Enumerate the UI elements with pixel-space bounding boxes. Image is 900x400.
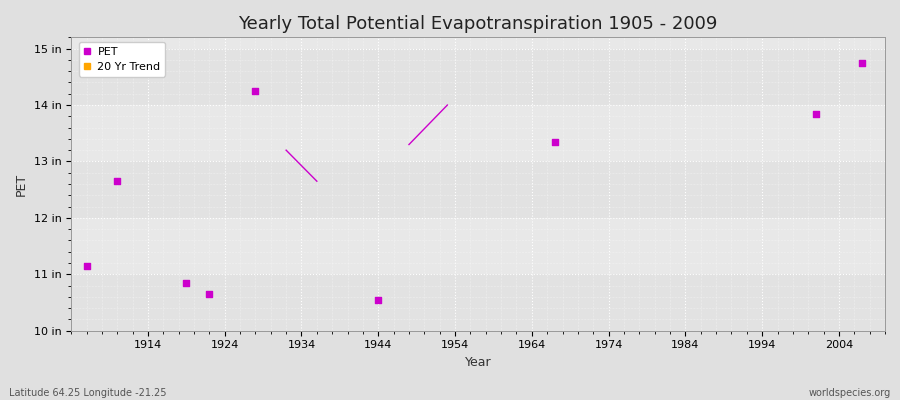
- Point: [202, 291, 217, 297]
- Point: [79, 263, 94, 269]
- Legend: PET, 20 Yr Trend: PET, 20 Yr Trend: [78, 42, 165, 76]
- X-axis label: Year: Year: [464, 356, 491, 369]
- Title: Yearly Total Potential Evapotranspiration 1905 - 2009: Yearly Total Potential Evapotranspiratio…: [238, 15, 718, 33]
- Bar: [71, 274, 885, 331]
- Bar: [71, 218, 885, 274]
- Point: [371, 296, 385, 303]
- Point: [248, 88, 263, 94]
- Y-axis label: PET: PET: [15, 172, 28, 196]
- Point: [110, 178, 124, 184]
- Bar: [71, 105, 885, 162]
- Bar: [71, 49, 885, 105]
- Bar: [71, 162, 885, 218]
- Text: Latitude 64.25 Longitude -21.25: Latitude 64.25 Longitude -21.25: [9, 388, 166, 398]
- Point: [179, 280, 194, 286]
- Point: [548, 138, 562, 145]
- Point: [809, 110, 824, 117]
- Point: [855, 60, 869, 66]
- Text: worldspecies.org: worldspecies.org: [809, 388, 891, 398]
